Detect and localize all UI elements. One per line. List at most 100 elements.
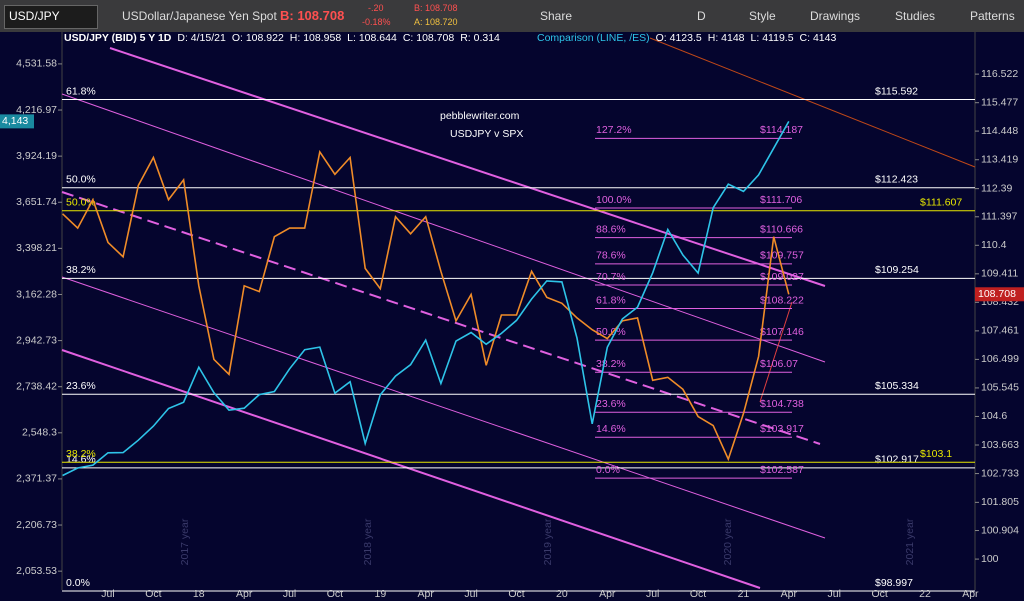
fib-label: 38.2%: [66, 264, 96, 276]
button[interactable]: Patterns: [970, 9, 1015, 23]
x-tick-label: 19: [374, 588, 386, 600]
annotation: USDJPY v SPX: [450, 128, 523, 140]
x-tick-label: 21: [738, 588, 750, 600]
y2-tick-label: 104.6: [981, 410, 1007, 422]
x-tick-label: Oct: [508, 588, 524, 600]
fib-price: $103.917: [760, 423, 804, 435]
fib-price: $106.07: [760, 358, 798, 370]
fib-label: 61.8%: [596, 294, 626, 306]
series-line: [62, 121, 790, 477]
chart: 61.8% $115.592 50.0% $112.423 38.2% $109.254 2…: [0, 32, 1024, 601]
channel: [61, 47, 826, 589]
change-pct: -0.18%: [362, 17, 391, 27]
bid: B: 108.708: [280, 8, 345, 23]
x-tick-label: Jul: [101, 588, 114, 600]
y2-tick-label: 109.411: [981, 268, 1018, 280]
x-tick-label: Jul: [464, 588, 477, 600]
y2-tick-label: 101.805: [981, 496, 1019, 508]
ask-small: A: 108.720: [414, 17, 458, 27]
comparison-text: Comparison (LINE, /ES): [537, 32, 650, 44]
symbol-box[interactable]: [4, 5, 98, 29]
y-tick-label: 2,053.53: [16, 565, 57, 577]
comparison-text: O: 4123.5: [656, 32, 702, 44]
y2-tick-label: 105.545: [981, 382, 1019, 394]
fib-label: 50.0%: [596, 326, 626, 338]
x-tick-label: Jul: [283, 588, 296, 600]
fib-price: $108.222: [760, 294, 804, 306]
y-tick-label: 3,162.28: [16, 288, 57, 300]
bid-small: B: 108.708: [414, 3, 458, 13]
x-tick-label: Apr: [418, 588, 435, 600]
y-tick-label: 3,651.74: [16, 196, 57, 208]
price-tag-label: 4,143: [2, 115, 28, 127]
y2-tick-label: 113.419: [981, 154, 1018, 166]
x-tick-label: 20: [556, 588, 568, 600]
comparison-text: L: 4119.5: [751, 32, 794, 44]
y2-tick-label: 115.477: [981, 96, 1018, 108]
background: [0, 32, 1024, 601]
x-tick-label: Oct: [327, 588, 343, 600]
x-tick-label: Apr: [781, 588, 798, 600]
fib-label: 50.0%: [66, 197, 96, 209]
y-tick-label: 4,531.58: [16, 58, 57, 70]
info-text: H: 108.958: [290, 32, 342, 44]
x-tick-label: Oct: [871, 588, 887, 600]
fib-price: $111.607: [920, 197, 962, 209]
fib-label: 70.7%: [596, 271, 626, 283]
fib-label: 100.0%: [596, 194, 632, 206]
button[interactable]: Share: [540, 9, 573, 23]
year-watermark: 2021 year: [904, 518, 916, 565]
y-tick-label: 2,206.73: [16, 519, 57, 531]
fib-price: $105.334: [875, 380, 919, 392]
fib-label: 50.0%: [66, 173, 96, 185]
x-tick-label: Jul: [646, 588, 659, 600]
fib-price: $98.997: [875, 577, 913, 589]
fib-label: 88.6%: [596, 223, 626, 235]
fib-label: 23.6%: [66, 380, 96, 392]
y-tick-label: 4,216.97: [16, 104, 57, 116]
comparison-text: H: 4148: [708, 32, 745, 44]
fib-price: $109.757: [760, 250, 804, 262]
x-tick-label: Apr: [962, 588, 979, 600]
y-tick-label: 3,398.21: [16, 242, 57, 254]
symbol[interactable]: USD/JPY: [9, 9, 60, 23]
y2-tick-label: 110.4: [981, 239, 1007, 251]
y2-tick-label: 116.522: [981, 68, 1018, 80]
fib-price: $111.706: [760, 194, 802, 206]
fib-label: 61.8%: [66, 85, 96, 97]
fib-price: $114.187: [760, 124, 803, 136]
fib-label: 0.0%: [596, 464, 620, 476]
price-tag: [0, 114, 34, 129]
trend-line: [649, 37, 976, 168]
y2-tick-label: 100.904: [981, 524, 1019, 536]
annotation: pebblewriter.com: [440, 110, 520, 122]
y-tick-label: 2,371.37: [16, 473, 57, 485]
x-tick-label: 22: [919, 588, 931, 600]
button[interactable]: Style: [749, 9, 776, 23]
button[interactable]: Studies: [895, 9, 936, 23]
trend-line: [759, 301, 793, 403]
year-watermark: 2018 year: [362, 518, 374, 565]
fib-label: 127.2%: [596, 124, 632, 136]
y-tick-label: 3,924.19: [16, 150, 57, 162]
y2-tick-label: 102.733: [981, 467, 1019, 479]
price-tag: [975, 287, 1024, 302]
year-watermark: 2019 year: [542, 518, 554, 565]
fib-price: $112.423: [875, 173, 918, 185]
fib-price: $102.587: [760, 464, 804, 476]
x-tick-label: Oct: [690, 588, 706, 600]
change: -.20: [368, 3, 384, 13]
fib-price: $115.592: [875, 85, 918, 97]
y-tick-label: 2,548.3: [22, 427, 57, 439]
button[interactable]: D: [697, 9, 706, 23]
toolbar: USD/JPY USDollar/Japanese Yen Spot B: 10…: [0, 0, 1024, 32]
fib-price: $110.666: [760, 223, 803, 235]
y2-tick-label: 100: [981, 553, 999, 565]
year-watermark: 2020 year: [722, 518, 734, 565]
x-tick-label: Jul: [828, 588, 841, 600]
year-watermark: 2017 year: [179, 518, 191, 565]
button[interactable]: Drawings: [810, 9, 861, 23]
fib-price: $104.738: [760, 398, 804, 410]
info-text: L: 108.644: [347, 32, 397, 44]
info-text: USD/JPY (BID) 5 Y 1D: [64, 32, 172, 44]
